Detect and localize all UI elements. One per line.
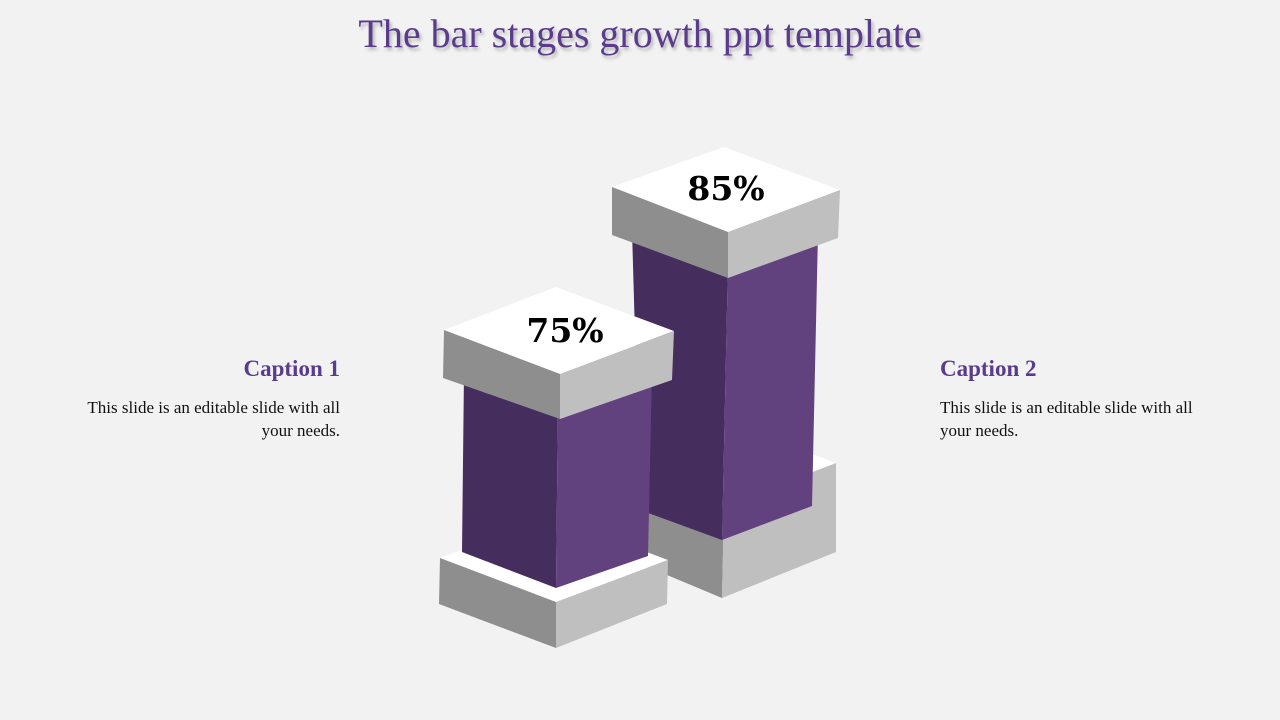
bar-2-cap xyxy=(612,147,840,278)
caption-2-text: This slide is an editable slide with all… xyxy=(940,398,1193,440)
bar-1: 75% xyxy=(439,287,674,648)
bar-2-column xyxy=(632,230,818,540)
bar-1-cap xyxy=(443,287,674,419)
slide-title: The bar stages growth ppt template xyxy=(358,11,922,56)
caption-1-text: This slide is an editable slide with all… xyxy=(87,398,340,440)
caption-2-heading: Caption 2 xyxy=(940,356,1037,381)
bar-1-value-label: 75% xyxy=(526,311,603,350)
bar-2-value-label: 85% xyxy=(687,169,764,208)
caption-1: Caption 1 This slide is an editable slid… xyxy=(80,356,340,442)
caption-2: Caption 2 This slide is an editable slid… xyxy=(940,356,1200,442)
bar-2: 85% xyxy=(612,147,840,598)
bar-1-column xyxy=(462,372,652,588)
caption-1-heading: Caption 1 xyxy=(243,356,341,381)
